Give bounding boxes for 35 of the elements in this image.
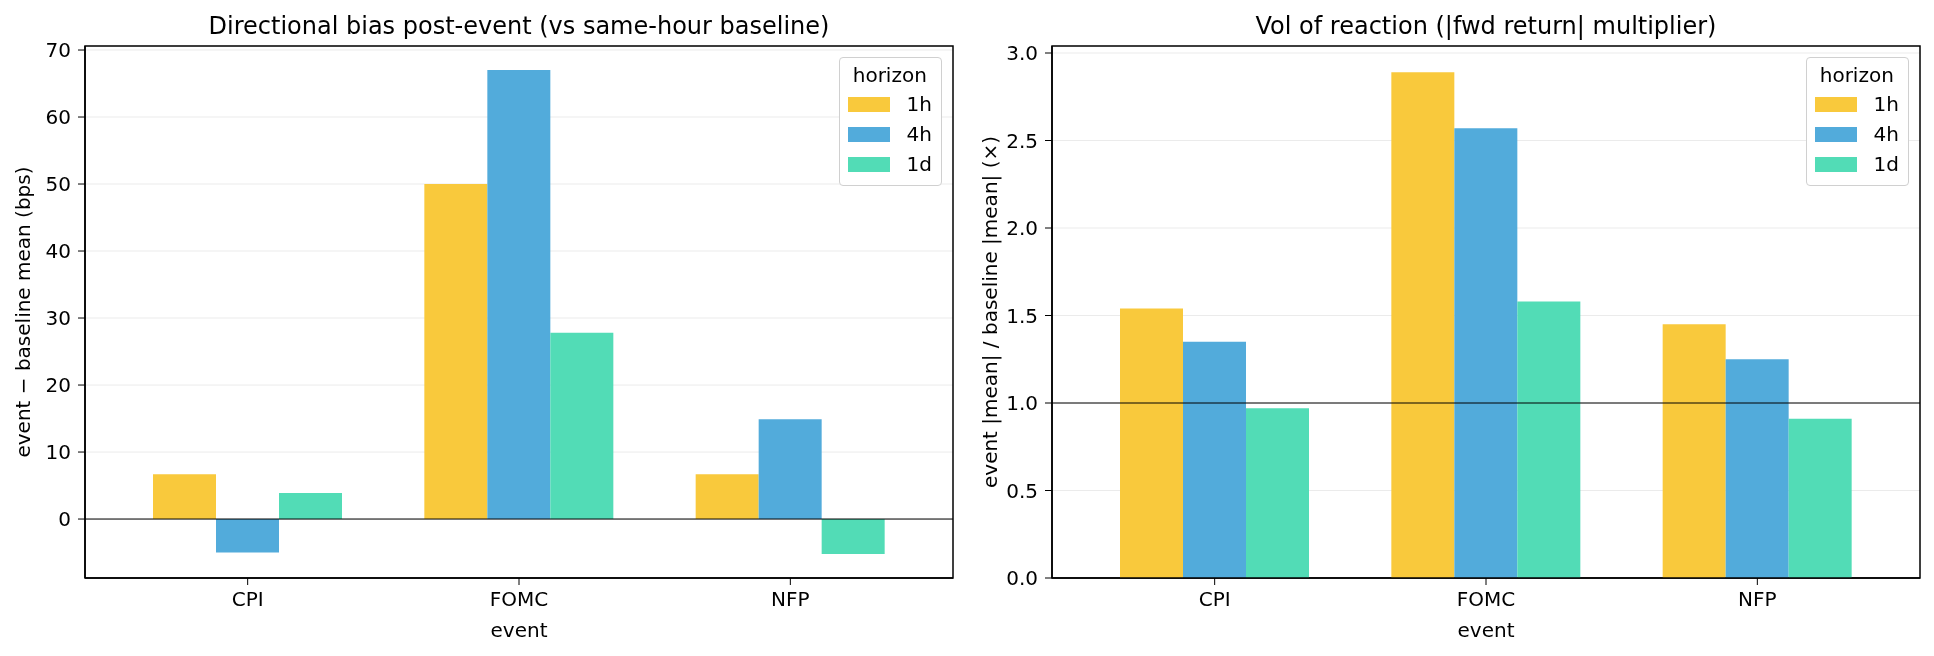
y-tick-label: 10 [45, 440, 71, 465]
x-tick-label: NFP [771, 587, 810, 612]
y-tick-label: 40 [45, 239, 71, 264]
legend-label: 4h [906, 122, 932, 146]
y-tick-label: 50 [45, 172, 71, 197]
y-tick-label: 30 [45, 306, 71, 331]
y-tick-label: 0 [58, 507, 71, 532]
chart-title: Vol of reaction (|fwd return| multiplier) [1254, 11, 1718, 42]
x-tick-label: CPI [1198, 587, 1231, 612]
y-tick-label: 60 [45, 105, 71, 130]
x-tick-label: NFP [1738, 587, 1777, 612]
y-tick-label: 2.0 [1006, 216, 1038, 241]
chart-title: Directional bias post-event (vs same-hour baseline) [207, 11, 831, 42]
legend-label: 1d [1873, 152, 1899, 176]
legend-label: 1h [906, 92, 932, 116]
x-axis-title: event [1457, 618, 1515, 642]
x-axis-title: event [490, 618, 548, 642]
y-tick-label: 0.0 [1006, 566, 1038, 591]
x-tick-label: CPI [231, 587, 264, 612]
legend-label: 1h [1873, 92, 1899, 116]
x-tick-label: FOMC [489, 587, 549, 612]
x-tick-label: FOMC [1456, 587, 1516, 612]
y-tick-label: 1.5 [1006, 303, 1038, 328]
y-tick-label: 70 [45, 38, 71, 63]
legend-title: horizon [1818, 62, 1895, 89]
legend-label: 4h [1873, 122, 1899, 146]
y-axis-title: event − baseline mean (bps) [11, 166, 35, 458]
y-tick-label: 2.5 [1006, 128, 1038, 153]
legend-label: 1d [906, 152, 932, 176]
y-tick-label: 1.0 [1006, 391, 1038, 416]
y-tick-label: 20 [45, 373, 71, 398]
y-tick-label: 3.0 [1006, 41, 1038, 66]
y-axis-title: event |mean| / baseline |mean| (×) [978, 135, 1002, 489]
legend-title: horizon [851, 62, 928, 89]
y-tick-label: 0.5 [1006, 478, 1038, 503]
